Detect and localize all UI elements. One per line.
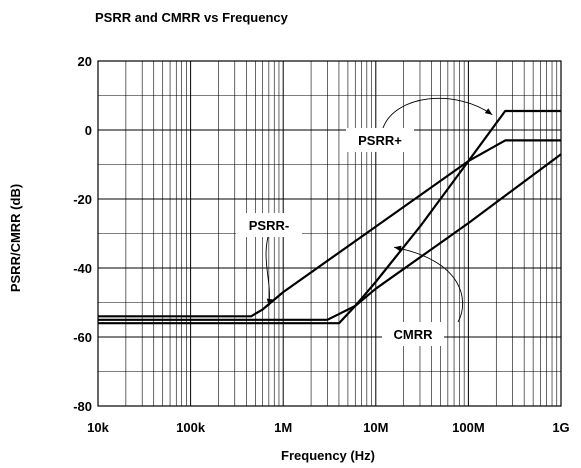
annotation-arrow-psrr [266, 298, 273, 306]
annotation-box-psrr [346, 128, 414, 152]
annotation-box-cmrr [382, 322, 444, 346]
annotation-leader-cmrr [394, 246, 464, 323]
x-tick-label: 100k [176, 420, 206, 435]
x-tick-label: 10M [363, 420, 388, 435]
series-line-psrr [98, 109, 561, 325]
x-tick-label: 1G [552, 420, 569, 435]
annotation-leader-psrr [382, 97, 493, 129]
annotations: PSRR+ PSRR- CMRR [236, 97, 493, 346]
series-line-cmrr [98, 153, 562, 321]
annotation-label-psrr: PSRR+ [358, 133, 402, 148]
y-tick-label: 0 [85, 123, 92, 138]
grid [97, 60, 561, 407]
y-tick-label: -60 [73, 330, 92, 345]
annotation-arrow-psrr [484, 108, 493, 115]
x-tick-label: 1M [274, 420, 292, 435]
y-tick-label: 20 [78, 54, 92, 69]
y-tick-label: -80 [73, 399, 92, 414]
x-tick-label: 10k [87, 420, 109, 435]
x-axis-label: Frequency (Hz) [281, 448, 375, 463]
y-tick-label: -40 [73, 261, 92, 276]
x-tick-label: 100M [452, 420, 485, 435]
y-axis-label: PSRR/CMRR (dB) [8, 184, 23, 292]
annotation-label-cmrr: CMRR [394, 327, 434, 342]
annotation-box-psrr [236, 213, 302, 237]
x-tick-labels: 10k 100k 1M 10M 100M 1G [87, 420, 570, 435]
plot-frame [97, 60, 562, 407]
annotation-arrow-cmrr [394, 245, 402, 252]
series-line-psrr [98, 139, 561, 318]
series-lines [98, 109, 562, 325]
y-tick-label: -20 [73, 192, 92, 207]
y-tick-labels: 20 0 -20 -40 -60 -80 [73, 54, 92, 414]
annotation-label-psrr: PSRR- [249, 218, 289, 233]
chart-title: PSRR and CMRR vs Frequency [95, 10, 289, 25]
